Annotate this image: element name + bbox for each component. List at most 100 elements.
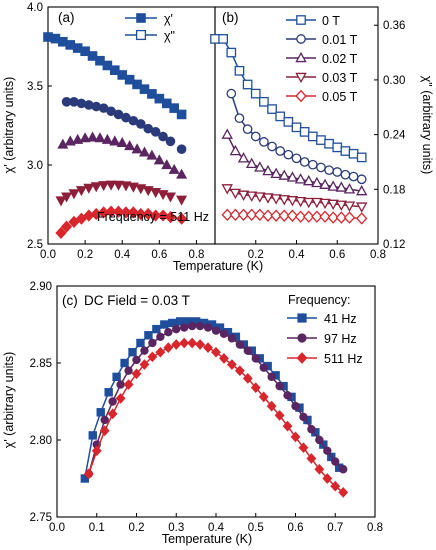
data-point [127, 182, 139, 193]
data-point [242, 124, 253, 134]
legend-label: 97 Hz [324, 332, 357, 346]
data-point [267, 372, 276, 382]
data-point [101, 133, 113, 144]
data-point [259, 137, 269, 147]
data-point [179, 323, 189, 332]
panel-b-label: (b) [222, 10, 239, 25]
data-point [278, 209, 290, 222]
data-point [83, 183, 95, 194]
data-point [275, 146, 286, 156]
data-point [172, 324, 181, 334]
data-point [176, 144, 187, 155]
panel-c-xlabel: Temperature (K) [162, 532, 252, 546]
data-point [283, 391, 292, 400]
data-point [124, 140, 136, 151]
data-point [165, 136, 176, 147]
data-point [169, 103, 179, 113]
data-point [112, 372, 121, 382]
data-point [164, 211, 177, 224]
data-point [135, 119, 146, 129]
data-point [61, 192, 73, 203]
legend-label: χ" [164, 29, 175, 43]
y-tick-label: 0.36 [383, 20, 405, 32]
y-tick-label: 2.75 [30, 512, 52, 524]
data-point [332, 167, 343, 177]
data-point [136, 338, 145, 348]
data-point [176, 168, 188, 179]
data-point [294, 196, 307, 208]
data-point [148, 338, 157, 348]
data-point [250, 88, 261, 99]
data-point [96, 408, 105, 417]
data-point [311, 176, 323, 188]
data-point [75, 186, 87, 197]
data-point [306, 453, 317, 464]
data-point [99, 425, 110, 437]
y-tick-label: 3.0 [27, 160, 43, 172]
legend-marker [296, 352, 308, 364]
data-point [311, 210, 323, 223]
data-point [298, 442, 309, 454]
data-point [348, 171, 359, 182]
data-point [356, 174, 367, 185]
data-point [343, 183, 356, 194]
x-tick-label: 0.0 [49, 522, 65, 534]
panel-b-plot: 0.2 0.4 0.6 0.80.12 0.18 0.24 0.30 0.36 [210, 6, 406, 261]
x-tick-label: 0.1 [89, 522, 105, 534]
data-point [219, 353, 229, 364]
y-tick-label: 4.0 [27, 2, 43, 14]
data-point [83, 468, 94, 480]
data-point [195, 339, 206, 350]
data-point [152, 324, 161, 334]
panel-a-ylabel: χ' (arbitrary units) [2, 77, 16, 173]
data-point [335, 181, 348, 192]
data-point [87, 131, 99, 142]
legend-label: 0.05 T [322, 90, 358, 104]
data-point [254, 161, 266, 172]
x-tick-label: 0.6 [329, 249, 345, 261]
data-point [275, 111, 286, 122]
data-point [270, 167, 282, 179]
data-point [142, 207, 154, 221]
data-point [327, 211, 339, 224]
data-point [139, 359, 150, 370]
data-point [147, 351, 158, 363]
data-point [314, 463, 325, 475]
legend-marker [297, 313, 307, 323]
legend-label: 0.03 T [322, 71, 358, 85]
data-point [150, 209, 162, 222]
data-point [109, 135, 121, 146]
series-a-0 [43, 32, 187, 120]
y-tick-label: 0.18 [383, 184, 405, 196]
series-b-4 [221, 208, 368, 225]
data-point [112, 205, 125, 218]
data-point [242, 79, 253, 90]
data-point [278, 195, 290, 206]
data-point [108, 397, 117, 406]
data-point [146, 149, 158, 160]
data-point [259, 363, 268, 372]
data-point [68, 189, 80, 200]
data-point [291, 153, 302, 164]
panel-a-plot: 0.0 0.2 0.4 0.6 0.8 2.5 3.0 3.5 4.0 [27, 2, 216, 261]
data-point [150, 127, 161, 137]
data-point [254, 192, 266, 203]
data-point [266, 400, 277, 412]
data-point [116, 136, 128, 148]
data-point [303, 210, 315, 223]
data-point [55, 196, 67, 207]
panel-c-plot: 0.0 0.1 0.2 0.3 0.4 0.5 0.6 0.7 0.8 2.75 2.80 2.85 2… [30, 281, 383, 534]
data-point [324, 165, 334, 176]
data-point [291, 401, 300, 411]
data-point [168, 163, 180, 174]
y-tick-label: 0.12 [383, 239, 405, 251]
data-point [226, 88, 237, 99]
data-point [307, 159, 318, 170]
x-tick-label: 0.2 [77, 249, 93, 261]
series-b-0 [210, 34, 367, 163]
data-point [135, 207, 147, 221]
data-point [327, 199, 339, 211]
data-point [286, 209, 299, 222]
data-point [160, 320, 169, 329]
